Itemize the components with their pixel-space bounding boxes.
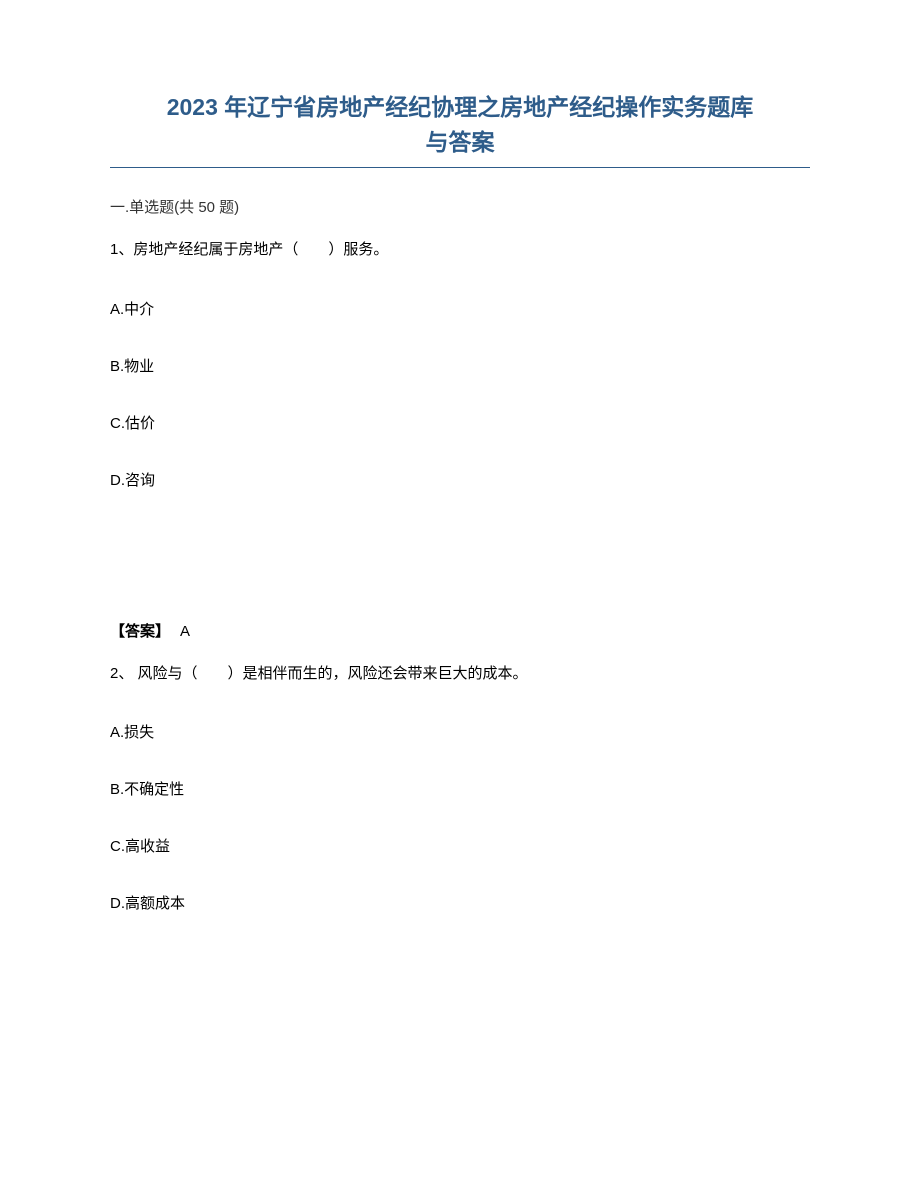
page-title: 2023 年辽宁省房地产经纪协理之房地产经纪操作实务题库 与答案 [110,90,810,159]
title-line-1: 2023 年辽宁省房地产经纪协理之房地产经纪操作实务题库 [167,94,754,120]
q1-option-d: D.咨询 [110,469,810,490]
question-2: 2、 风险与（ ）是相伴而生的，风险还会带来巨大的成本。 [110,663,810,686]
q1-option-b: B.物业 [110,355,810,376]
answer-label: 【答案】 [110,623,170,640]
q2-option-b: B.不确定性 [110,778,810,799]
section-header: 一.单选题(共 50 题) [110,196,810,217]
q2-option-a: A.损失 [110,721,810,742]
q1-option-a: A.中介 [110,298,810,319]
title-underline [110,167,810,168]
answer-1: 【答案】 A [110,620,810,641]
answer-value: A [180,623,190,640]
q2-option-c: C.高收益 [110,835,810,856]
q1-option-c: C.估价 [110,412,810,433]
q2-option-d: D.高额成本 [110,892,810,913]
question-1: 1、房地产经纪属于房地产（ ）服务。 [110,239,810,262]
title-line-2: 与答案 [426,129,495,155]
